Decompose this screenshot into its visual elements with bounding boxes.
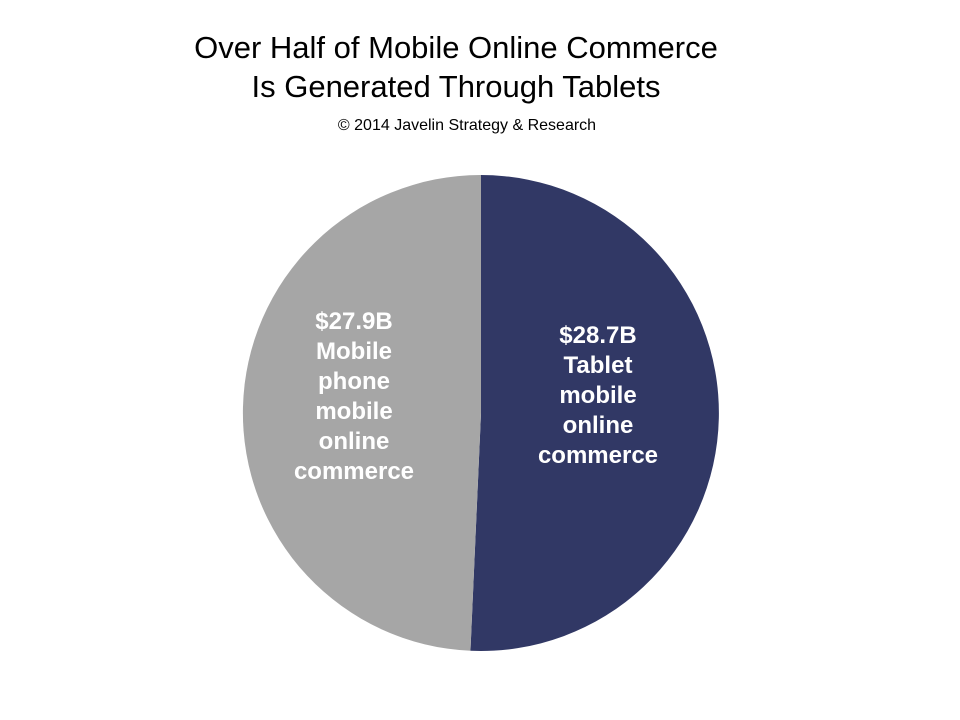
slice-label-tablet: $28.7B Tablet mobile online commerce: [538, 322, 658, 469]
chart-title-line-1: Over Half of Mobile Online Commerce: [194, 30, 718, 65]
slice-label-line: online: [563, 412, 634, 439]
pie-slice-mobile-phone: [242, 174, 481, 651]
slice-label-line: mobile: [315, 398, 392, 425]
slice-label-line: Mobile: [316, 338, 392, 365]
slice-label-line: Tablet: [564, 352, 633, 379]
chart-subtitle: © 2014 Javelin Strategy & Research: [337, 117, 597, 134]
slice-label-line: mobile: [559, 382, 636, 409]
slice-label-line: online: [319, 428, 390, 455]
slice-label-mobile-phone: $27.9B Mobile phone mobile online commerce: [294, 308, 414, 485]
chart-title-line-2: Is Generated Through Tablets: [251, 69, 661, 104]
slice-label-line: $28.7B: [559, 322, 636, 349]
slice-label-line: commerce: [294, 458, 414, 485]
slice-label-line: commerce: [538, 442, 658, 469]
pie-slice-tablet: [470, 175, 719, 651]
slice-label-line: phone: [318, 368, 390, 395]
slice-label-line: $27.9B: [315, 308, 392, 335]
